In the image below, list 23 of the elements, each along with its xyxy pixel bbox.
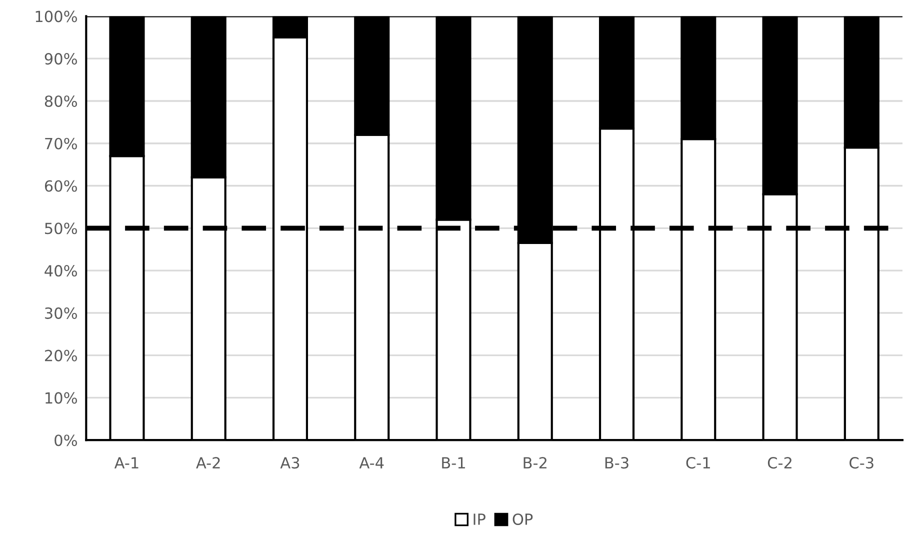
x-tick-label: B-2 (524, 457, 546, 468)
x-tick-label: A-4 (359, 457, 384, 468)
legend-label: IP (474, 514, 486, 525)
y-tick-label: 80% (44, 95, 77, 107)
x-tick-label: C-3 (850, 457, 874, 469)
x-tick-label: A-1 (114, 457, 138, 468)
y-tick-label: 70% (45, 138, 77, 150)
legend-label: OP (512, 513, 533, 526)
x-tick-label: A-2 (196, 457, 220, 468)
y-tick-label: 0% (54, 434, 77, 446)
y-tick-label: 30% (45, 307, 77, 319)
y-tick-label: 90% (44, 53, 77, 65)
x-tick-label: C-2 (768, 457, 792, 469)
y-tick-label: 50% (45, 222, 77, 234)
x-tick-label: B-3 (605, 457, 628, 469)
y-tick-label: 10% (46, 392, 77, 404)
y-tick-label: 60% (44, 180, 77, 192)
y-tick-label: 20% (44, 350, 77, 362)
x-tick-label: B-1 (442, 457, 465, 468)
x-tick-label: A3 (280, 457, 300, 469)
y-tick-label: 100% (36, 10, 77, 22)
y-tick-label: 40% (44, 265, 77, 277)
x-tick-label: C-1 (686, 457, 710, 469)
